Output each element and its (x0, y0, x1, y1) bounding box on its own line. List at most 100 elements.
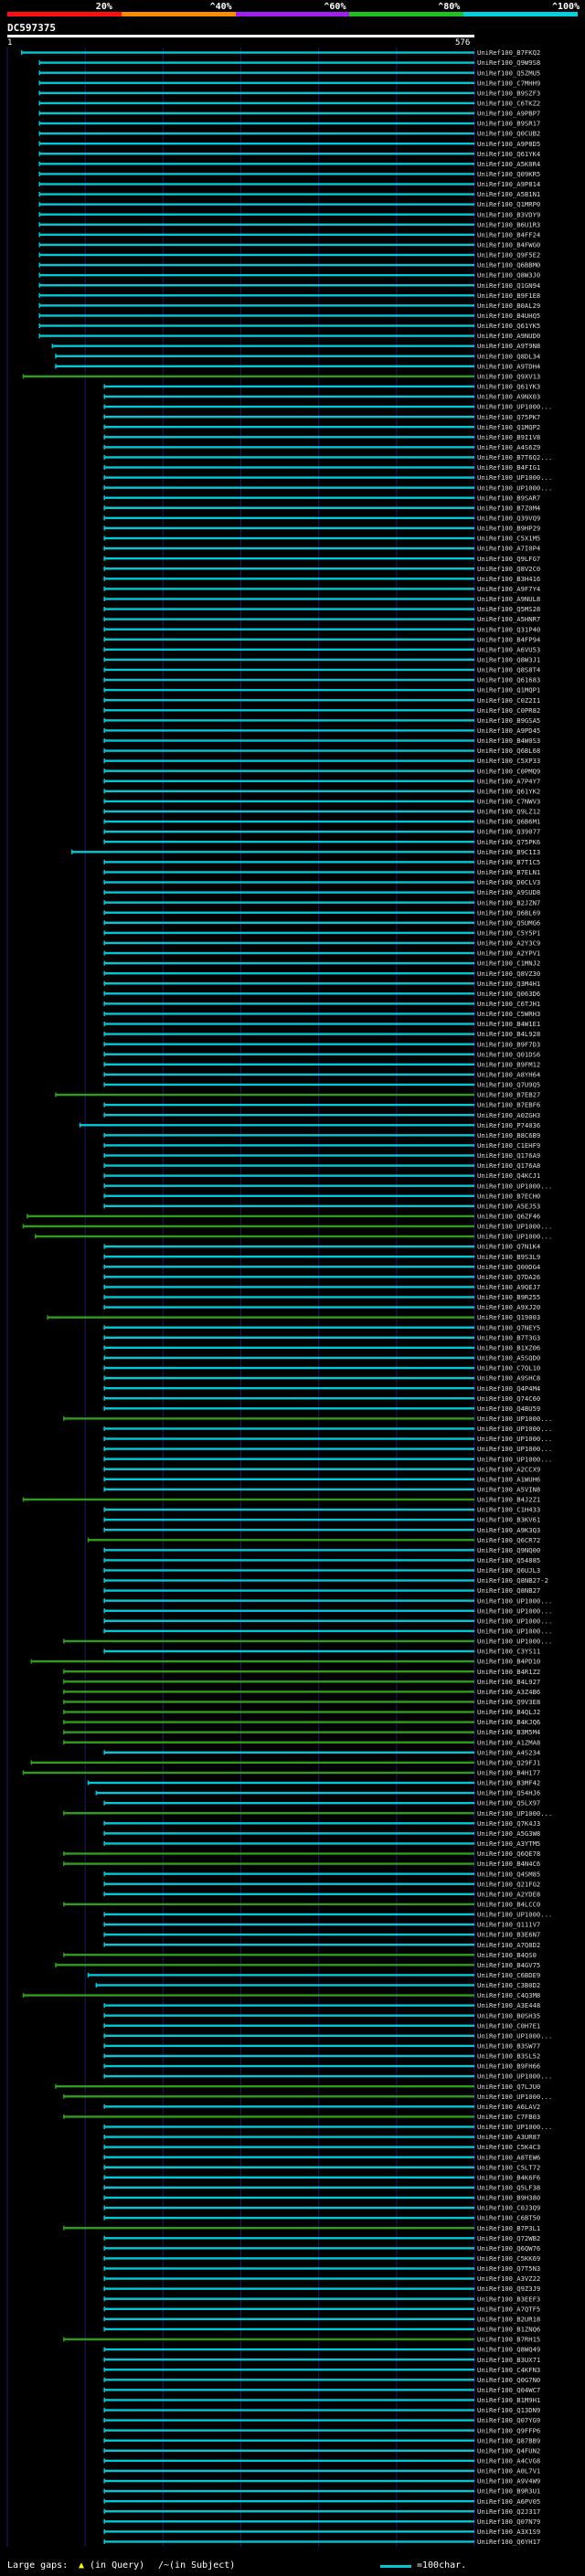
hit-label[interactable]: UniRef100_Q5UMG6 (477, 918, 540, 927)
hit-bar[interactable] (23, 375, 475, 378)
hit-label[interactable]: UniRef100_A9SHC8 (477, 1374, 540, 1383)
hit-bar[interactable] (39, 213, 474, 216)
hit-label[interactable]: UniRef100_B8C6B9 (477, 1131, 540, 1140)
hit-label[interactable]: UniRef100_Q6ZF46 (477, 1213, 540, 1221)
hit-bar[interactable] (39, 163, 474, 165)
hit-bar[interactable] (64, 1903, 474, 1906)
hit-bar[interactable] (104, 2317, 474, 2321)
hit-bar[interactable] (104, 516, 474, 520)
hit-label[interactable]: UniRef100_Q6UJL3 (477, 1566, 540, 1574)
hit-bar[interactable] (104, 2074, 474, 2078)
hit-label[interactable]: UniRef100_B7ELN1 (477, 868, 540, 876)
hit-label[interactable]: UniRef100_Q9F5E2 (477, 251, 540, 260)
hit-bar[interactable] (104, 1276, 474, 1278)
hit-label[interactable]: UniRef100_B4FIG1 (477, 463, 540, 472)
hit-bar[interactable] (104, 466, 474, 469)
hit-label[interactable]: UniRef100_Q6QW76 (477, 2244, 540, 2253)
hit-label[interactable]: UniRef100_B3UX71 (477, 2356, 540, 2364)
hit-bar[interactable] (104, 668, 474, 672)
hit-label[interactable]: UniRef100_B4N4C6 (477, 1860, 540, 1868)
hit-label[interactable]: UniRef100_C6TKZ2 (477, 100, 540, 108)
hit-label[interactable]: UniRef100_Q2J317 (477, 2507, 540, 2516)
hit-bar[interactable] (23, 1224, 475, 1228)
hit-label[interactable]: UniRef100_B7P3L1 (477, 2224, 540, 2232)
hit-bar[interactable] (104, 729, 474, 732)
hit-bar[interactable] (64, 1701, 474, 1703)
hit-label[interactable]: UniRef100_B4FWG0 (477, 241, 540, 249)
hit-bar[interactable] (104, 2125, 474, 2128)
hit-label[interactable]: UniRef100_Q19003 (477, 1313, 540, 1321)
hit-label[interactable]: UniRef100_Q7U9Q5 (477, 1081, 540, 1089)
hit-label[interactable]: UniRef100_A7QTF5 (477, 2305, 540, 2313)
hit-label[interactable]: UniRef100_B9S3L9 (477, 1253, 540, 1261)
hit-label[interactable]: UniRef100_UP1000... (477, 1809, 552, 1818)
hit-label[interactable]: UniRef100_Q4BU59 (477, 1405, 540, 1413)
hit-bar[interactable] (104, 961, 474, 965)
hit-label[interactable]: UniRef100_Q9FFP6 (477, 2426, 540, 2434)
hit-bar[interactable] (104, 588, 474, 590)
hit-label[interactable]: UniRef100_A0ZGH3 (477, 1111, 540, 1119)
hit-label[interactable]: UniRef100_A2CCX9 (477, 1465, 540, 1473)
hit-label[interactable]: UniRef100_C3YS11 (477, 1648, 540, 1656)
hit-label[interactable]: UniRef100_Q74C60 (477, 1394, 540, 1403)
hit-bar[interactable] (104, 385, 474, 388)
hit-bar[interactable] (104, 648, 474, 652)
hit-label[interactable]: UniRef100_A4S234 (477, 1748, 540, 1756)
hit-bar[interactable] (104, 1296, 474, 1299)
hit-bar[interactable] (104, 1528, 474, 1532)
hit-bar[interactable] (104, 2479, 474, 2483)
hit-bar[interactable] (64, 2227, 474, 2230)
hit-bar[interactable] (39, 253, 474, 257)
hit-bar[interactable] (104, 1892, 474, 1895)
hit-bar[interactable] (39, 132, 474, 135)
hit-label[interactable]: UniRef100_B2UR18 (477, 2315, 540, 2323)
hit-bar[interactable] (104, 1113, 474, 1117)
hit-label[interactable]: UniRef100_Q54885 (477, 1556, 540, 1564)
hit-label[interactable]: UniRef100_UP1000... (477, 483, 552, 492)
hit-bar[interactable] (104, 2419, 474, 2422)
hit-label[interactable]: UniRef100_Q4KCJ1 (477, 1171, 540, 1180)
hit-label[interactable]: UniRef100_Q9NQ00 (477, 1546, 540, 1554)
hit-label[interactable]: UniRef100_UP1000... (477, 1606, 552, 1615)
hit-bar[interactable] (104, 1386, 474, 1390)
hit-label[interactable]: UniRef100_A8YH64 (477, 1070, 540, 1078)
hit-bar[interactable] (104, 1832, 474, 1835)
hit-label[interactable]: UniRef100_UP1000... (477, 1415, 552, 1423)
hit-bar[interactable] (104, 1033, 474, 1035)
hit-label[interactable]: UniRef100_C7FB03 (477, 2113, 540, 2121)
hit-bar[interactable] (104, 2287, 474, 2290)
hit-label[interactable]: UniRef100_A3Z4B6 (477, 1688, 540, 1696)
hit-bar[interactable] (104, 557, 474, 560)
hit-bar[interactable] (104, 1508, 474, 1511)
hit-label[interactable]: UniRef100_C5XP33 (477, 757, 540, 765)
hit-label[interactable]: UniRef100_A9P814 (477, 180, 540, 188)
hit-label[interactable]: UniRef100_UP1000... (477, 2072, 552, 2081)
hit-label[interactable]: UniRef100_C4KFN3 (477, 2366, 540, 2374)
hit-bar[interactable] (56, 355, 475, 357)
hit-bar[interactable] (104, 1468, 474, 1470)
hit-label[interactable]: UniRef100_B4PD10 (477, 1658, 540, 1666)
hit-label[interactable]: UniRef100_C6TJH1 (477, 1000, 540, 1008)
hit-label[interactable]: UniRef100_C1EHF9 (477, 1141, 540, 1150)
hit-bar[interactable] (104, 1012, 474, 1015)
hit-bar[interactable] (39, 324, 474, 327)
hit-bar[interactable] (104, 1376, 474, 1380)
hit-label[interactable]: UniRef100_A7Q8D2 (477, 1941, 540, 1949)
hit-label[interactable]: UniRef100_Q04WC7 (477, 2386, 540, 2394)
hit-label[interactable]: UniRef100_Q9V3E8 (477, 1698, 540, 1706)
hit-label[interactable]: UniRef100_Q8S8T4 (477, 666, 540, 674)
hit-bar[interactable] (104, 810, 474, 813)
hit-label[interactable]: UniRef100_C4Q3M8 (477, 1991, 540, 1999)
hit-label[interactable]: UniRef100_UP1000... (477, 2123, 552, 2131)
hit-label[interactable]: UniRef100_B9FM12 (477, 1060, 540, 1068)
hit-bar[interactable] (104, 1619, 474, 1623)
hit-label[interactable]: UniRef100_UP1000... (477, 1233, 552, 1241)
hit-bar[interactable] (104, 2399, 474, 2401)
hit-bar[interactable] (64, 1954, 474, 1956)
hit-label[interactable]: UniRef100_C0PMQ9 (477, 767, 540, 775)
hit-label[interactable]: UniRef100_C6BT50 (477, 2214, 540, 2222)
hit-bar[interactable] (104, 658, 474, 662)
hit-label[interactable]: UniRef100_B9F1E8 (477, 292, 540, 300)
hit-label[interactable]: UniRef100_C5LT72 (477, 2163, 540, 2171)
hit-label[interactable]: UniRef100_A9NUL8 (477, 595, 540, 603)
